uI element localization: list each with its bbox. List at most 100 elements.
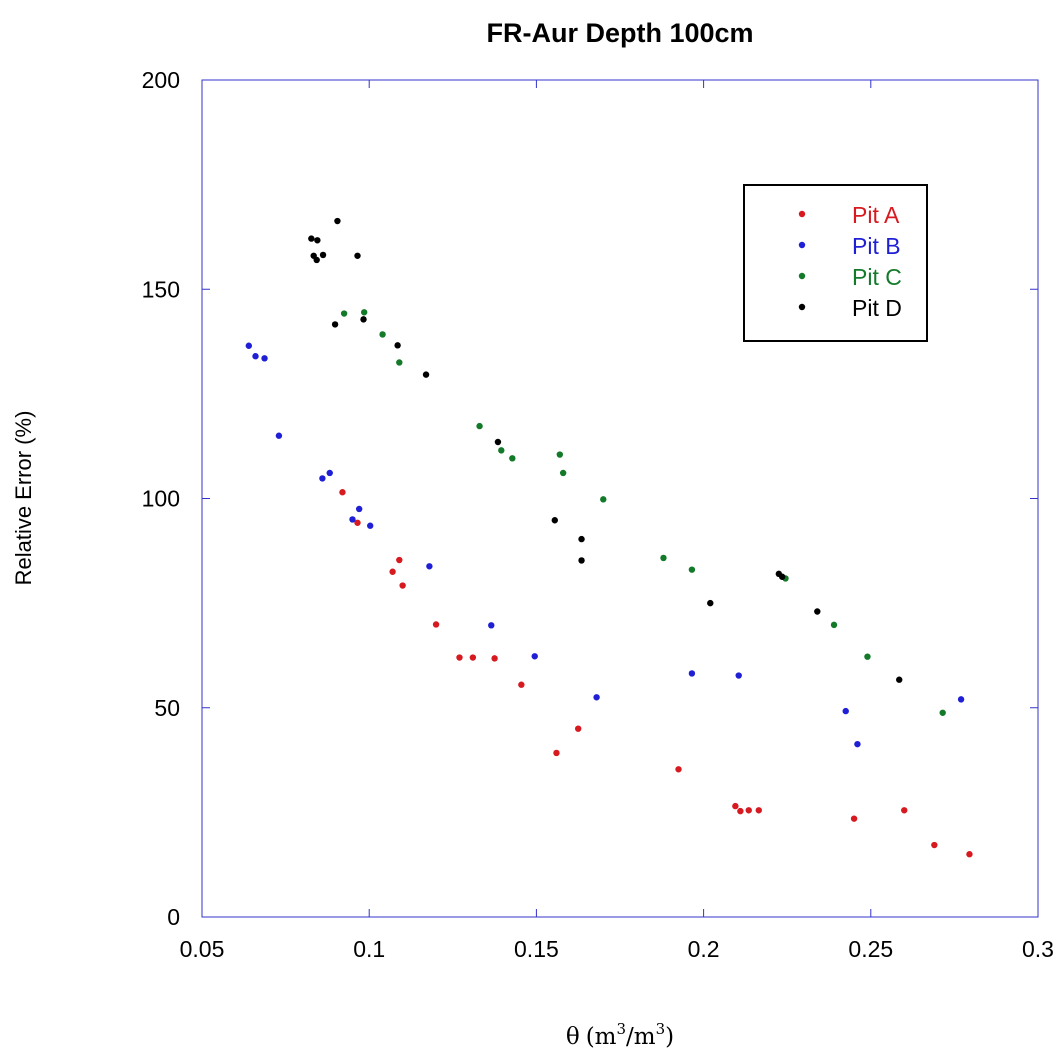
point-pit-a-9: [518, 681, 525, 688]
point-pit-c-3: [396, 359, 403, 366]
legend-label-2: Pit C: [852, 264, 902, 290]
series-pit-d: [308, 217, 903, 683]
point-pit-a-19: [931, 841, 938, 849]
series-pit-b: [245, 342, 965, 748]
x-tick-label-5: 0.3: [1022, 936, 1054, 962]
point-pit-a-2: [389, 568, 396, 575]
point-pit-d-10: [422, 371, 430, 378]
point-pit-d-9: [394, 342, 401, 349]
point-pit-b-9: [426, 563, 433, 570]
point-pit-b-5: [326, 469, 333, 477]
point-pit-a-1: [354, 519, 361, 526]
point-pit-b-16: [854, 740, 861, 748]
legend-marker-3: [798, 303, 806, 311]
point-pit-d-5: [334, 217, 341, 225]
x-tick-label-4: 0.25: [848, 936, 893, 962]
point-pit-a-11: [575, 725, 582, 732]
point-pit-d-17: [778, 573, 786, 580]
series-pit-c: [340, 309, 946, 716]
axis-ticks: [201, 79, 1039, 918]
point-pit-a-8: [491, 655, 498, 662]
point-pit-a-13: [732, 802, 739, 810]
point-pit-c-0: [340, 310, 348, 317]
point-pit-d-3: [313, 256, 320, 264]
point-pit-b-1: [252, 353, 259, 360]
point-pit-d-15: [707, 599, 714, 607]
point-pit-c-2: [379, 331, 386, 338]
point-pit-c-15: [939, 709, 946, 716]
point-pit-b-0: [245, 342, 253, 349]
series-pit-a: [339, 489, 973, 858]
y-tick-label-3: 150: [142, 276, 180, 302]
point-pit-b-4: [319, 475, 326, 482]
point-pit-a-16: [755, 807, 762, 814]
point-pit-b-11: [531, 653, 538, 660]
y-tick-label-2: 100: [142, 486, 180, 512]
point-pit-c-5: [498, 447, 505, 454]
y-tick-label-0: 0: [167, 904, 180, 930]
point-pit-b-8: [367, 522, 374, 529]
x-axis-label-sup1: 3: [617, 1020, 627, 1038]
point-pit-b-17: [957, 696, 965, 703]
point-pit-a-14: [737, 807, 744, 815]
point-pit-d-4: [319, 251, 327, 259]
legend: Pit A Pit B Pit C Pit D: [743, 184, 928, 342]
x-axis-label-unit-mid: /m: [626, 1024, 656, 1050]
point-pit-b-10: [488, 622, 495, 629]
point-pit-c-1: [360, 309, 368, 316]
y-tick-label-4: 200: [142, 67, 180, 93]
point-pit-c-13: [830, 621, 838, 629]
point-pit-b-3: [275, 432, 283, 439]
x-tick-label-3: 0.2: [688, 936, 720, 962]
point-pit-c-9: [600, 496, 607, 503]
point-pit-d-19: [896, 676, 903, 683]
y-tick-label-1: 50: [154, 695, 180, 721]
point-pit-a-4: [399, 582, 406, 589]
x-tick-label-2: 0.15: [514, 936, 559, 962]
point-pit-a-0: [339, 489, 346, 496]
point-pit-a-18: [901, 807, 908, 814]
point-pit-d-18: [814, 608, 821, 615]
x-axis-label-symbol: θ: [566, 1024, 580, 1050]
chart-title: FR-Aur Depth 100cm: [486, 18, 753, 48]
point-pit-a-10: [553, 749, 560, 757]
x-axis-label-sup2: 3: [656, 1020, 666, 1038]
point-pit-c-10: [660, 554, 667, 562]
legend-label-3: Pit D: [852, 295, 902, 321]
legend-label-1: Pit B: [852, 233, 901, 259]
point-pit-b-2: [261, 355, 268, 362]
point-pit-a-20: [966, 851, 973, 858]
x-axis-label-unit-close: ): [665, 1024, 674, 1050]
point-pit-d-12: [551, 517, 558, 524]
legend-marker-1: [798, 241, 806, 249]
point-pit-b-7: [355, 505, 363, 513]
legend-label-0: Pit A: [852, 202, 900, 228]
point-pit-a-15: [745, 807, 752, 814]
point-pit-b-13: [688, 670, 696, 677]
point-pit-c-6: [509, 455, 516, 462]
y-axis-tick-labels: 0 50 100 150 200: [142, 67, 180, 930]
point-pit-b-15: [842, 707, 849, 715]
point-pit-b-14: [735, 672, 742, 679]
point-pit-a-6: [456, 654, 463, 661]
point-pit-d-11: [494, 438, 502, 446]
point-pit-c-8: [559, 469, 567, 477]
point-pit-c-4: [476, 422, 483, 430]
legend-marker-0: [798, 210, 806, 218]
point-pit-a-12: [675, 766, 682, 773]
point-pit-a-7: [469, 654, 477, 661]
data-points: [245, 217, 973, 858]
x-axis-tick-labels: 0.05 0.1 0.15 0.2 0.25 0.3: [180, 936, 1054, 962]
point-pit-d-14: [578, 557, 585, 564]
legend-marker-2: [798, 272, 806, 280]
point-pit-d-0: [308, 235, 315, 242]
x-axis-label: θ (m3/m3): [566, 1020, 674, 1050]
point-pit-b-12: [593, 694, 600, 701]
point-pit-a-3: [396, 556, 403, 564]
point-pit-c-7: [556, 451, 564, 458]
point-pit-d-7: [331, 321, 339, 328]
x-tick-label-0: 0.05: [180, 936, 225, 962]
point-pit-c-14: [864, 653, 871, 660]
x-axis-label-unit-open: (m: [586, 1024, 617, 1050]
